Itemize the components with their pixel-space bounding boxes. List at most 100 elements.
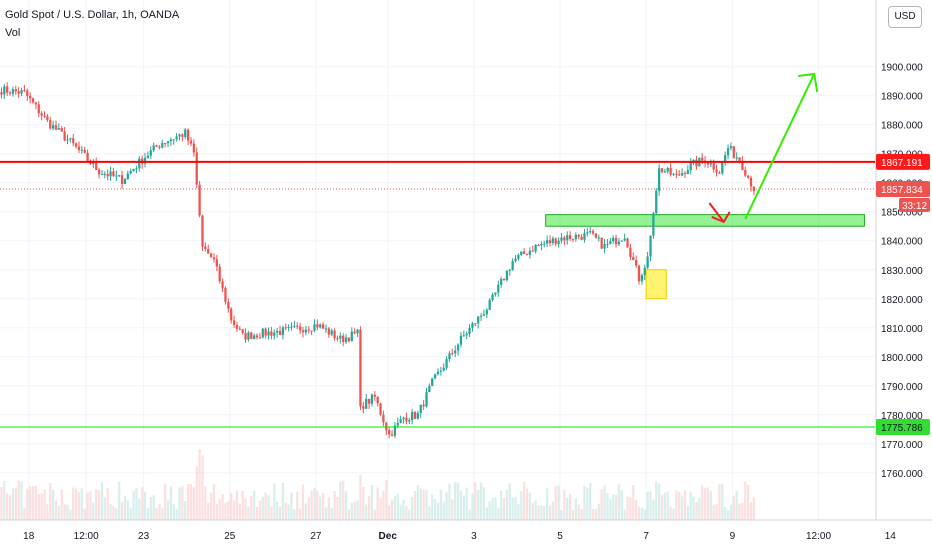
volume-bar — [336, 497, 339, 520]
volume-bar — [123, 495, 127, 520]
volume-bar — [390, 499, 394, 520]
candle-body — [606, 243, 609, 245]
currency-button[interactable]: USD — [888, 6, 922, 28]
candle-body — [221, 281, 224, 289]
candle-body — [663, 171, 667, 173]
candle-body — [129, 171, 132, 174]
candle-body — [54, 125, 58, 130]
volume-bar — [540, 505, 543, 520]
volume-bar — [218, 498, 221, 520]
candle-body — [353, 331, 356, 334]
candle-body — [433, 374, 437, 379]
candle-body — [359, 329, 362, 407]
candle-body — [146, 155, 150, 158]
candle-body — [531, 250, 534, 252]
candle-body — [316, 324, 319, 328]
volume-bar — [138, 498, 141, 520]
candle-body — [86, 152, 89, 161]
volume-bar — [534, 500, 537, 520]
candle-body — [376, 396, 379, 404]
candle-body — [253, 335, 256, 339]
volume-bar — [324, 507, 328, 520]
candle-body — [385, 422, 388, 431]
time-tick-label: 12:00 — [74, 531, 99, 542]
candle-body — [350, 331, 353, 342]
candle-body — [20, 90, 23, 94]
candle-body — [26, 90, 29, 97]
volume-bar — [97, 490, 101, 520]
candle-body — [721, 162, 724, 174]
candle-body — [560, 237, 563, 241]
volume-bar — [31, 486, 35, 520]
candle-body — [680, 173, 684, 176]
candle-body — [258, 337, 262, 339]
volume-bar — [692, 496, 695, 520]
volume-bar — [603, 485, 606, 520]
volume-bar — [669, 506, 672, 520]
volume-bar — [313, 487, 316, 520]
volume-bar — [675, 490, 678, 520]
volume-bar — [462, 495, 465, 520]
candle-body — [166, 141, 170, 144]
candle-body — [678, 174, 681, 176]
volume-bar — [54, 500, 58, 520]
volume-bar — [49, 483, 52, 520]
volume-bar — [270, 506, 273, 520]
candle-body — [545, 240, 549, 244]
candle-body — [715, 169, 718, 173]
candle-body — [152, 145, 155, 151]
candle-body — [34, 102, 38, 105]
volume-bar — [146, 508, 150, 520]
candle-body — [617, 241, 621, 245]
candle-body — [614, 237, 618, 245]
arrow-up-head — [798, 72, 819, 93]
candle-body — [410, 412, 414, 421]
volume-bar — [729, 504, 733, 520]
candle-body — [29, 96, 32, 99]
volume-bar — [698, 497, 701, 520]
volume-bar — [701, 485, 704, 520]
volume-bar — [301, 484, 305, 520]
volume-bar — [327, 497, 330, 520]
volume-bar — [181, 485, 184, 520]
candle-body — [230, 308, 233, 321]
volume-bar — [408, 509, 411, 520]
candle-body — [284, 327, 287, 329]
volume-bar — [207, 503, 210, 520]
candle-body — [14, 89, 17, 92]
candle-body — [735, 157, 738, 159]
time-tick-label: 5 — [557, 531, 563, 542]
candle-body — [46, 116, 49, 120]
volume-bar — [471, 493, 474, 520]
candle-body — [657, 168, 661, 191]
countdown-tag-bg — [899, 198, 930, 213]
candle-body — [566, 235, 569, 241]
candle-body — [635, 260, 638, 266]
volume-bar — [344, 491, 348, 520]
candle-body — [339, 335, 342, 339]
candle-body — [632, 256, 635, 261]
candle-body — [382, 414, 385, 423]
volume-bar — [712, 504, 715, 520]
volume-bar — [17, 480, 20, 520]
volume-bar — [169, 486, 173, 520]
candle-body — [517, 254, 520, 259]
volume-bar — [92, 502, 95, 520]
candle-body — [149, 150, 152, 156]
time-tick-label: 23 — [138, 531, 150, 542]
candle-body — [247, 332, 250, 340]
candle-body — [479, 315, 483, 317]
candle-body — [49, 119, 52, 129]
last-price-tag: 1857.834 — [881, 185, 923, 196]
volume-bar — [551, 501, 554, 520]
candle-body — [324, 328, 328, 330]
candle-body — [276, 330, 279, 333]
last-price-tag-bg — [876, 181, 930, 198]
volume-bar — [195, 466, 198, 520]
price-tick-label: 1890.000 — [881, 92, 923, 103]
candle-body — [207, 248, 210, 254]
volume-bar — [304, 503, 308, 520]
candle-body — [103, 173, 106, 175]
